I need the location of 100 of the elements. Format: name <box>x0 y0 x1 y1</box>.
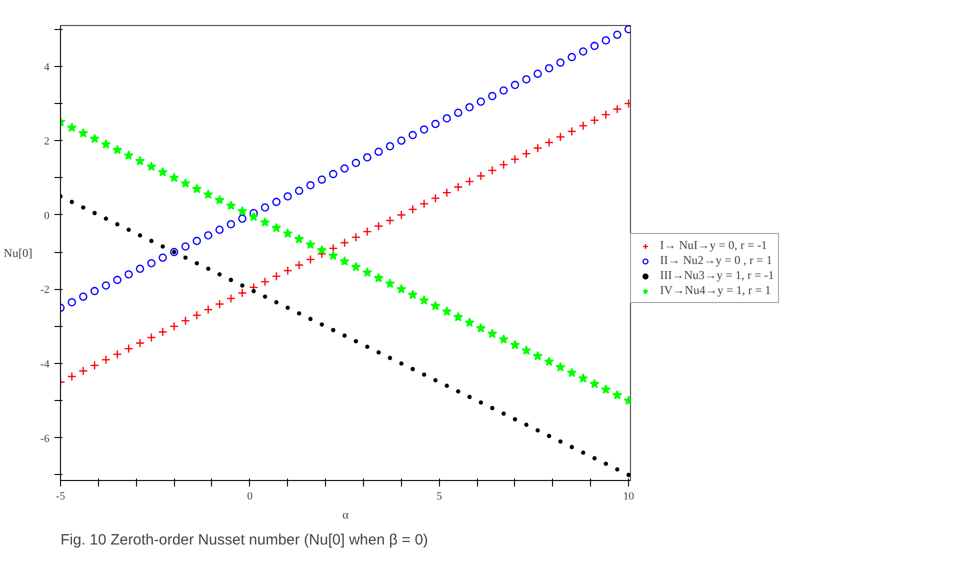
point <box>318 176 326 184</box>
point <box>532 350 543 360</box>
point <box>124 150 134 160</box>
point <box>158 327 168 337</box>
point <box>214 299 224 309</box>
point <box>112 350 122 359</box>
point <box>340 238 350 248</box>
point <box>135 156 145 166</box>
point <box>590 116 600 125</box>
point <box>331 328 336 332</box>
point <box>66 122 77 132</box>
point <box>362 267 372 277</box>
point <box>67 372 77 382</box>
point <box>308 316 313 322</box>
point <box>228 278 234 282</box>
point <box>396 210 406 220</box>
point <box>286 306 290 310</box>
point <box>578 373 588 383</box>
point <box>272 272 282 281</box>
point <box>558 439 563 444</box>
point <box>419 199 429 208</box>
point <box>260 217 270 227</box>
point <box>262 294 268 299</box>
legend-label: II→ Nu2→y = 0 , r = 1 <box>660 253 772 268</box>
point <box>135 338 145 348</box>
point <box>467 394 472 400</box>
point <box>92 210 97 216</box>
point <box>522 148 531 158</box>
point <box>260 203 270 212</box>
point <box>442 306 452 316</box>
y-tick-label: 4 <box>44 61 50 74</box>
point <box>115 222 120 226</box>
point <box>433 378 438 382</box>
x-tick-label: 5 <box>436 490 442 502</box>
point <box>306 239 316 249</box>
point <box>136 264 144 273</box>
point <box>169 172 180 182</box>
point <box>454 108 462 117</box>
point <box>294 260 304 270</box>
point <box>306 254 316 264</box>
point <box>453 312 464 322</box>
point <box>226 294 236 304</box>
point <box>113 276 122 284</box>
point <box>408 204 418 214</box>
legend-label: I→ NuI→y = 0, r = -1 <box>660 238 768 253</box>
point <box>600 384 611 394</box>
point <box>568 52 576 62</box>
caption: Fig. 10 Zeroth-order Nusset number (Nu[0] when β = 0) <box>60 532 428 548</box>
point <box>512 417 518 422</box>
point <box>430 300 440 310</box>
point <box>612 104 622 114</box>
point <box>252 288 256 294</box>
point <box>581 450 586 455</box>
point <box>226 200 236 210</box>
point <box>556 362 566 372</box>
point <box>362 226 372 236</box>
point <box>342 333 347 338</box>
point <box>590 378 600 388</box>
point <box>533 143 542 153</box>
point <box>282 228 293 238</box>
point <box>578 121 588 130</box>
point <box>328 250 338 260</box>
point <box>238 288 247 298</box>
point <box>544 138 554 148</box>
point <box>316 245 327 255</box>
point <box>510 80 520 90</box>
point <box>613 30 622 39</box>
point <box>237 206 248 216</box>
point <box>399 361 404 366</box>
point <box>544 64 554 72</box>
point <box>374 148 383 156</box>
x-axis-title: α <box>342 508 350 522</box>
point <box>626 472 630 478</box>
point <box>101 139 111 149</box>
point <box>320 322 324 327</box>
point <box>194 261 199 266</box>
point <box>510 154 520 164</box>
point <box>522 75 530 84</box>
y-tick-label: 0 <box>44 210 50 222</box>
point <box>248 212 259 222</box>
point <box>385 216 395 226</box>
point <box>90 286 99 296</box>
point <box>260 277 270 286</box>
y-axis-title: Nu[0] <box>4 246 32 260</box>
point <box>536 428 540 433</box>
point <box>590 42 599 50</box>
point <box>78 366 88 376</box>
point <box>570 444 574 450</box>
point <box>70 200 74 204</box>
point <box>124 270 133 278</box>
point <box>183 255 188 260</box>
point <box>104 216 108 221</box>
point <box>124 344 134 354</box>
point <box>340 164 349 173</box>
point <box>217 272 222 277</box>
point <box>498 334 509 344</box>
point <box>204 304 213 314</box>
point <box>410 366 415 372</box>
point <box>556 132 566 142</box>
point <box>138 233 142 238</box>
